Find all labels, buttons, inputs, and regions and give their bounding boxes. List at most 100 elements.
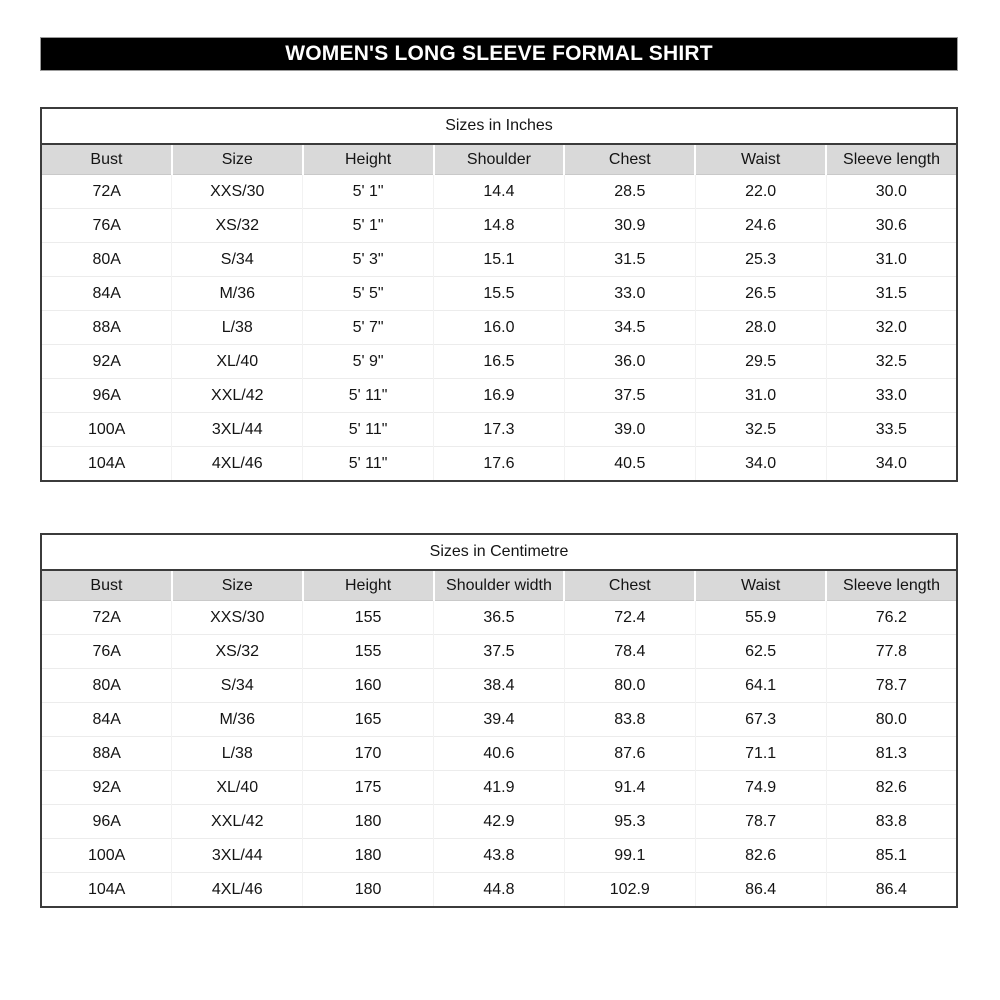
table-cell: 41.9 [433, 770, 565, 805]
table-cell: 31.5 [825, 276, 957, 311]
table-title: Sizes in Inches [41, 108, 957, 145]
table-cell: 82.6 [694, 838, 827, 873]
table-cell: XXS/30 [171, 600, 303, 635]
column-header: Size [170, 570, 303, 601]
table-cell: 5' 3" [302, 242, 434, 277]
column-header: Size [170, 144, 303, 175]
table-cell: 91.4 [563, 770, 696, 805]
table-header-row: Bust Size Height Shoulder width Chest Waist Sl… [41, 570, 957, 601]
table-cell: 80A [41, 242, 172, 277]
table-cell: 31.5 [563, 242, 696, 277]
table-cell: 180 [302, 838, 434, 873]
column-header: Height [301, 144, 434, 175]
banner: WOMEN'S LONG SLEEVE FORMAL SHIRT [40, 37, 958, 71]
table-row: 92A XL/40 175 41.9 91.4 74.9 82.6 [41, 770, 957, 805]
table-cell: 25.3 [694, 242, 827, 277]
table-row: 96A XXL/42 5' 11" 16.9 37.5 31.0 33.0 [41, 378, 957, 413]
table-cell: 72A [41, 174, 172, 209]
table-cell: 88A [41, 310, 172, 345]
table-row: 76A XS/32 155 37.5 78.4 62.5 77.8 [41, 634, 957, 669]
table-cell: 34.0 [694, 446, 827, 481]
table-cell: 31.0 [825, 242, 957, 277]
table-cell: 84A [41, 276, 172, 311]
table-cell: 29.5 [694, 344, 827, 379]
table-cell: 37.5 [563, 378, 696, 413]
table-cell: 180 [302, 872, 434, 907]
table-cell: 40.6 [433, 736, 565, 771]
table-cell: S/34 [171, 668, 303, 703]
table-cell: 30.6 [825, 208, 957, 243]
column-header: Waist [694, 570, 827, 601]
table-cell: 100A [41, 838, 172, 873]
table-cell: XL/40 [171, 344, 303, 379]
table-cell: 5' 9" [302, 344, 434, 379]
table-cell: 36.0 [563, 344, 696, 379]
table-cell: XXS/30 [171, 174, 303, 209]
table-cell: XL/40 [171, 770, 303, 805]
table-cell: 37.5 [433, 634, 565, 669]
table-cell: 15.5 [433, 276, 565, 311]
table-cell: 55.9 [694, 600, 827, 635]
table-cell: 95.3 [563, 804, 696, 839]
table-cell: 80.0 [563, 668, 696, 703]
table-cell: 64.1 [694, 668, 827, 703]
table-row: 72A XXS/30 5' 1" 14.4 28.5 22.0 30.0 [41, 174, 957, 209]
table-cell: 155 [302, 600, 434, 635]
column-header: Chest [563, 144, 696, 175]
table-cell: 100A [41, 412, 172, 447]
table-cell: 34.0 [825, 446, 957, 481]
table-row: 100A 3XL/44 5' 11" 17.3 39.0 32.5 33.5 [41, 412, 957, 447]
table-cell: 4XL/46 [171, 872, 303, 907]
table-cell: 78.4 [563, 634, 696, 669]
table-cell: 33.0 [825, 378, 957, 413]
table-cell: 62.5 [694, 634, 827, 669]
table-cell: 28.0 [694, 310, 827, 345]
table-cell: M/36 [171, 702, 303, 737]
table-cell: 170 [302, 736, 434, 771]
table-cell: 81.3 [825, 736, 957, 771]
table-cell: 76A [41, 634, 172, 669]
table-cell: 165 [302, 702, 434, 737]
column-header: Sleeve length [825, 570, 957, 601]
table-cell: 72.4 [563, 600, 696, 635]
table-cell: 32.5 [694, 412, 827, 447]
column-header: Shoulder [432, 144, 565, 175]
table-cell: 42.9 [433, 804, 565, 839]
table-cell: 76.2 [825, 600, 957, 635]
table-row: 76A XS/32 5' 1" 14.8 30.9 24.6 30.6 [41, 208, 957, 243]
table-cell: 16.5 [433, 344, 565, 379]
table-cell: 78.7 [694, 804, 827, 839]
table-cell: 72A [41, 600, 172, 635]
table-row: 84A M/36 5' 5" 15.5 33.0 26.5 31.5 [41, 276, 957, 311]
table-cell: 39.0 [563, 412, 696, 447]
table-cell: 17.6 [433, 446, 565, 481]
table-cell: 5' 11" [302, 378, 434, 413]
table-cell: XXL/42 [171, 378, 303, 413]
table-cell: 3XL/44 [171, 412, 303, 447]
table-cell: 40.5 [563, 446, 696, 481]
table-cell: 32.0 [825, 310, 957, 345]
table-cell: 3XL/44 [171, 838, 303, 873]
table-cell: 77.8 [825, 634, 957, 669]
table-cell: XXL/42 [171, 804, 303, 839]
table-cell: 85.1 [825, 838, 957, 873]
table-cell: 99.1 [563, 838, 696, 873]
table-cell: 74.9 [694, 770, 827, 805]
table-row: 80A S/34 160 38.4 80.0 64.1 78.7 [41, 668, 957, 703]
table-row: 104A 4XL/46 5' 11" 17.6 40.5 34.0 34.0 [41, 446, 957, 481]
table-cell: 31.0 [694, 378, 827, 413]
table-cell: 160 [302, 668, 434, 703]
table-cell: 30.0 [825, 174, 957, 209]
table-cell: 44.8 [433, 872, 565, 907]
table-cell: 104A [41, 446, 172, 481]
table-cell: L/38 [171, 310, 303, 345]
table-cell: 16.0 [433, 310, 565, 345]
table-cell: XS/32 [171, 634, 303, 669]
table-cell: 96A [41, 378, 172, 413]
column-header: Chest [563, 570, 696, 601]
table-cell: 88A [41, 736, 172, 771]
table-cell: 83.8 [563, 702, 696, 737]
table-cell: XS/32 [171, 208, 303, 243]
table-cell: 104A [41, 872, 172, 907]
